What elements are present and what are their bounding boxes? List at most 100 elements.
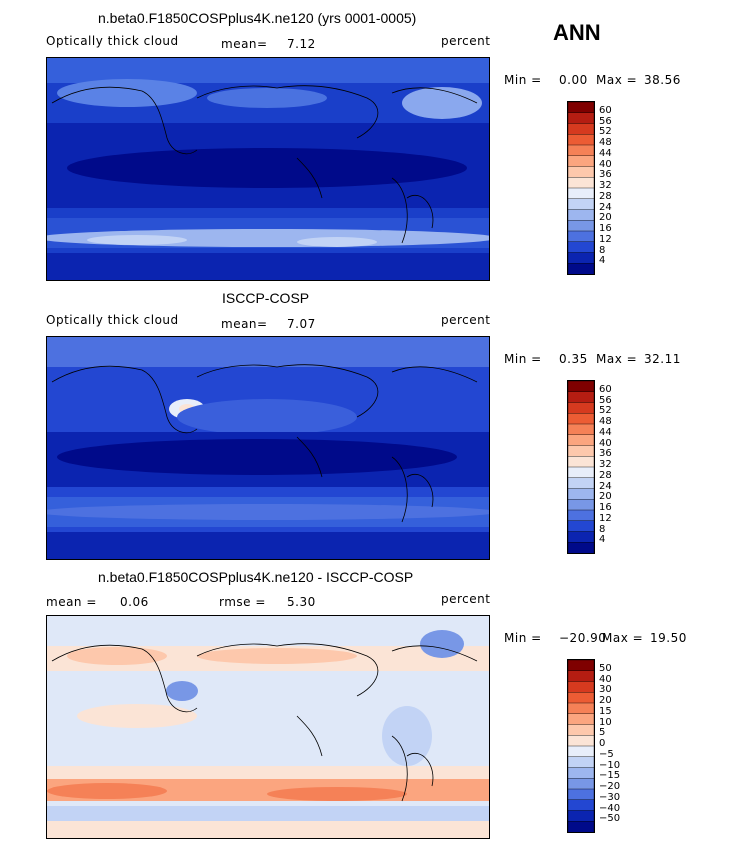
panel1-title: n.beta0.F1850COSPplus4K.ne120 (yrs 0001-… [98,10,417,26]
panel3-map [46,615,490,839]
colorbar-swatch [568,681,594,693]
colorbar-swatch [568,423,594,436]
panel3-rmse-label: rmse = [219,595,266,609]
colorbar-swatch [568,509,594,522]
colorbar-tick-label: 30 [599,684,612,696]
colorbar-swatch [568,187,594,200]
colorbar-tick-label: 56 [599,394,612,406]
panel2-mean-label: mean= [221,317,268,331]
colorbar-tick-label: 20 [599,491,612,503]
colorbar-swatch [568,542,594,553]
colorbar-swatch [568,756,594,769]
colorbar-swatch [568,788,594,801]
colorbar-tick-label: 52 [599,405,612,417]
panel2-max-value: 32.11 [644,352,681,366]
colorbar-tick-label: −40 [599,802,621,814]
panel1-map [46,57,490,281]
panel1-max-label: Max = [596,73,638,87]
colorbar-tick-label: 56 [599,115,612,127]
colorbar-tick-label: −20 [599,781,621,792]
colorbar-swatch [568,767,594,779]
colorbar-tick-label: 28 [599,469,612,481]
panel1-max-value: 38.56 [644,73,681,87]
colorbar-swatch [568,520,594,533]
colorbar-swatch [568,821,594,832]
panel2-colorbar [567,380,595,554]
panel1-mean-value: 7.12 [287,37,316,51]
colorbar-swatch [568,263,594,274]
colorbar-tick-label: 44 [599,147,612,159]
colorbar-tick-label: 40 [599,437,612,449]
colorbar-tick-label: 60 [599,104,612,116]
colorbar-tick-label: −10 [599,759,621,771]
panel3-mean-label: mean = [46,595,97,609]
colorbar-tick-label: 50 [599,662,612,674]
panel2-min-value: 0.35 [559,352,588,366]
colorbar-tick-label: 4 [599,534,606,546]
panel3-field-svg [47,616,489,838]
colorbar-tick-label: −30 [599,791,621,803]
colorbar-swatch [568,778,594,790]
colorbar-tick-label: 36 [599,169,612,181]
colorbar-swatch [568,177,594,189]
colorbar-tick-label: −5 [599,748,614,760]
colorbar-tick-label: −50 [599,813,621,825]
panel1-mean-label: mean= [221,37,268,51]
colorbar-swatch [568,713,594,726]
panel3-max-value: 19.50 [650,631,687,645]
colorbar-tick-label: 10 [599,716,612,728]
colorbar-swatch [568,134,594,146]
colorbar-tick-label: 48 [599,416,612,427]
colorbar-swatch [568,391,594,404]
colorbar-tick-label: 28 [599,190,612,202]
panel2-max-label: Max = [596,352,638,366]
colorbar-swatch [568,724,594,736]
season-label: ANN [553,20,601,45]
colorbar-swatch [568,499,594,511]
panel1-field-svg [47,58,489,280]
colorbar-tick-label: 20 [599,695,612,706]
colorbar-tick-label: 8 [599,244,606,256]
colorbar-swatch [568,692,594,704]
colorbar-swatch [568,144,594,157]
colorbar-tick-label: 36 [599,448,612,460]
panel2-field: Optically thick cloud [46,313,179,327]
colorbar-swatch [568,155,594,168]
panel2-map [46,336,490,560]
panel2-mean-value: 7.07 [287,317,316,331]
colorbar-swatch [568,660,594,672]
colorbar-swatch [568,810,594,822]
colorbar-swatch [568,402,594,414]
colorbar-swatch [568,166,594,178]
colorbar-swatch [568,745,594,758]
colorbar-tick-label: 20 [599,212,612,224]
panel3-title: n.beta0.F1850COSPplus4K.ne120 - ISCCP-CO… [98,569,414,585]
panel2-units: percent [441,313,491,327]
panel3-colorbar-svg [568,660,594,832]
panel3-min-label: Min = [504,631,542,645]
colorbar-tick-label: 24 [599,480,612,492]
colorbar-swatch [568,230,594,243]
panel1-units: percent [441,34,491,48]
panel3-max-label: Max = [602,631,644,645]
colorbar-tick-label: 16 [599,223,612,234]
panel2-min-label: Min = [504,352,542,366]
colorbar-swatch [568,102,594,114]
colorbar-swatch [568,381,594,393]
colorbar-tick-label: 52 [599,126,612,138]
colorbar-swatch [568,434,594,447]
colorbar-tick-label: 32 [599,459,612,470]
colorbar-swatch [568,670,594,683]
panel3-rmse-value: 5.30 [287,595,316,609]
colorbar-tick-label: 60 [599,383,612,395]
panel3-colorbar [567,659,595,833]
panel1-min-value: 0.00 [559,73,588,87]
panel1-colorbar [567,101,595,275]
colorbar-tick-label: 12 [599,512,612,524]
colorbar-tick-label: 12 [599,233,612,245]
colorbar-swatch [568,445,594,457]
colorbar-swatch [568,241,594,254]
panel3-min-value: −20.90 [559,631,607,645]
colorbar-swatch [568,198,594,211]
colorbar-swatch [568,413,594,425]
